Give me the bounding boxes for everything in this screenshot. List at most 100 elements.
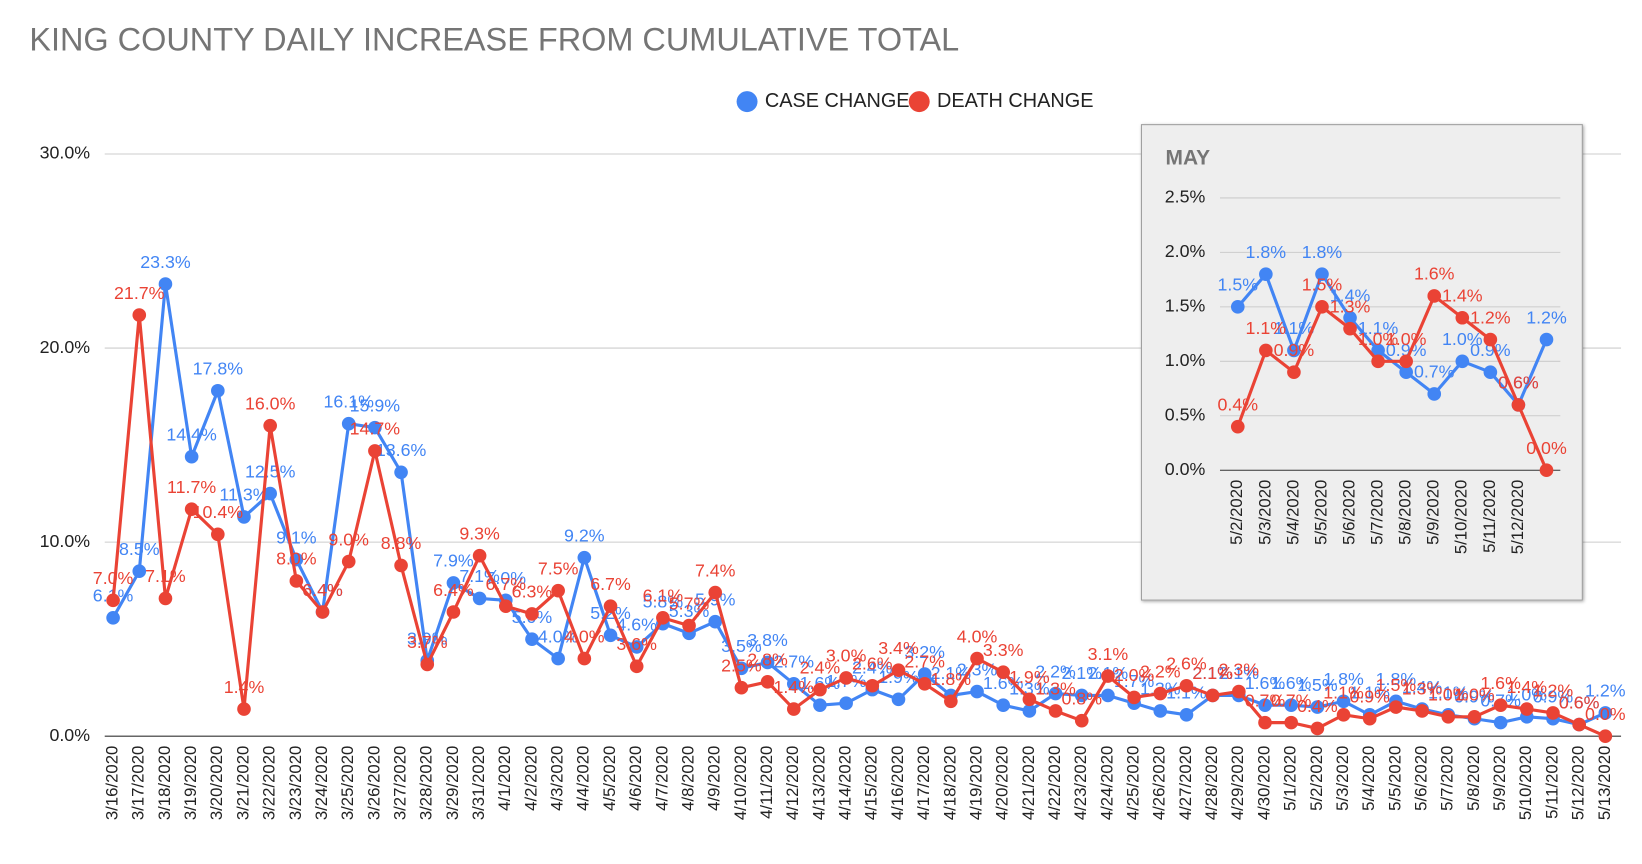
data-label: 1.1% — [1323, 683, 1364, 703]
y-tick-label: 20.0% — [40, 337, 91, 357]
data-point — [1179, 708, 1194, 722]
data-point — [420, 657, 435, 672]
data-point — [132, 308, 147, 322]
data-label: 1.3% — [1009, 679, 1050, 699]
data-label: 6.7% — [590, 574, 631, 594]
x-tick-label: 3/29/2020 — [443, 746, 462, 821]
data-label: 11.7% — [167, 477, 216, 497]
data-point — [1483, 365, 1498, 380]
data-point — [1315, 300, 1329, 314]
chart-title: KING COUNTY DAILY INCREASE FROM CUMULATI… — [29, 21, 959, 57]
data-point — [786, 677, 801, 691]
data-point — [472, 591, 487, 606]
data-point — [813, 682, 827, 697]
x-tick-label: 5/3/2020 — [1333, 746, 1352, 811]
data-label: 1.6% — [1414, 264, 1455, 284]
x-tick-label: 5/5/2020 — [1311, 480, 1330, 545]
data-label: 12.5% — [245, 461, 296, 481]
data-point — [1539, 463, 1554, 478]
data-label: 6.1% — [643, 586, 684, 606]
data-label: 0.6% — [1498, 373, 1539, 393]
data-label: 1.4% — [224, 677, 265, 697]
x-tick-label: 3/25/2020 — [338, 746, 357, 821]
data-point — [446, 576, 461, 590]
data-label: 0.9% — [1386, 340, 1427, 360]
data-point — [1371, 354, 1385, 369]
data-label: 5.8% — [643, 591, 684, 611]
x-tick-label: 3/20/2020 — [207, 746, 226, 821]
data-label: 2.1% — [1219, 663, 1260, 683]
data-point — [472, 548, 487, 563]
data-point — [315, 605, 330, 619]
data-label: 1.9% — [878, 667, 919, 687]
data-label: 15.9% — [350, 395, 401, 415]
data-point — [551, 651, 565, 666]
data-point — [237, 702, 251, 716]
x-tick-label: 5/7/2020 — [1368, 480, 1387, 545]
legend-swatch — [736, 91, 758, 113]
data-point — [211, 527, 225, 542]
data-point — [1371, 343, 1385, 358]
data-point — [917, 667, 932, 681]
y-tick-label: 10.0% — [40, 531, 91, 551]
legend-label: DEATH CHANGE — [937, 90, 1093, 112]
x-tick-label: 3/16/2020 — [103, 746, 122, 821]
data-label: 1.3% — [1330, 296, 1371, 316]
data-label: 8.0% — [276, 549, 317, 569]
x-tick-label: 5/2/2020 — [1307, 746, 1326, 811]
data-point — [1467, 709, 1482, 724]
data-point — [1427, 387, 1442, 401]
data-label: 1.8% — [1323, 669, 1364, 689]
data-label: 1.0% — [1442, 329, 1483, 349]
data-label: 1.0% — [1454, 685, 1495, 705]
data-label: 1.1% — [1349, 683, 1390, 703]
x-tick-label: 5/10/2020 — [1452, 480, 1471, 555]
data-label: 5.3% — [669, 601, 710, 621]
data-label: 0.7% — [1245, 690, 1286, 710]
data-point — [760, 675, 775, 689]
data-label: 13.6% — [376, 440, 427, 460]
data-label: 2.4% — [800, 657, 841, 677]
data-point — [996, 665, 1011, 679]
data-point — [1483, 332, 1498, 347]
data-point — [1572, 717, 1586, 732]
data-label: 21.7% — [114, 283, 165, 303]
data-point — [1343, 321, 1357, 336]
x-tick-label: 4/16/2020 — [888, 746, 907, 821]
data-point — [1074, 688, 1089, 703]
x-tick-label: 5/12/2020 — [1569, 746, 1588, 821]
x-tick-label: 5/8/2020 — [1396, 480, 1415, 545]
data-point — [525, 632, 539, 646]
data-label: 1.4% — [1402, 677, 1443, 697]
y-tick-label: 1.0% — [1165, 350, 1206, 370]
data-label: 1.8% — [1376, 669, 1417, 689]
data-label: 2.3% — [1219, 659, 1260, 679]
data-label: 2.7% — [904, 652, 945, 672]
data-point — [394, 558, 408, 573]
data-point — [184, 502, 199, 516]
data-point — [132, 564, 147, 579]
x-tick-label: 5/7/2020 — [1438, 746, 1457, 811]
data-label: 8.5% — [119, 539, 160, 559]
data-point — [1048, 686, 1063, 701]
data-point — [813, 698, 827, 712]
data-point — [1493, 715, 1508, 730]
inset-panel — [1140, 124, 1583, 601]
legend-swatch — [908, 91, 930, 113]
data-label: 2.1% — [1061, 663, 1102, 683]
data-point — [1258, 715, 1272, 730]
data-point — [184, 449, 199, 464]
data-point — [289, 574, 304, 588]
data-point — [1287, 365, 1301, 380]
data-point — [708, 585, 723, 600]
data-label: 1.5% — [1217, 275, 1258, 295]
x-tick-label: 4/21/2020 — [1019, 746, 1038, 821]
data-point — [1310, 721, 1325, 736]
data-point — [786, 702, 801, 716]
data-label: 1.3% — [1035, 679, 1076, 699]
data-point — [603, 599, 618, 613]
data-point — [1127, 690, 1141, 705]
data-label: 3.4% — [878, 638, 919, 658]
data-point — [158, 591, 173, 606]
data-label: 9.1% — [276, 527, 317, 547]
